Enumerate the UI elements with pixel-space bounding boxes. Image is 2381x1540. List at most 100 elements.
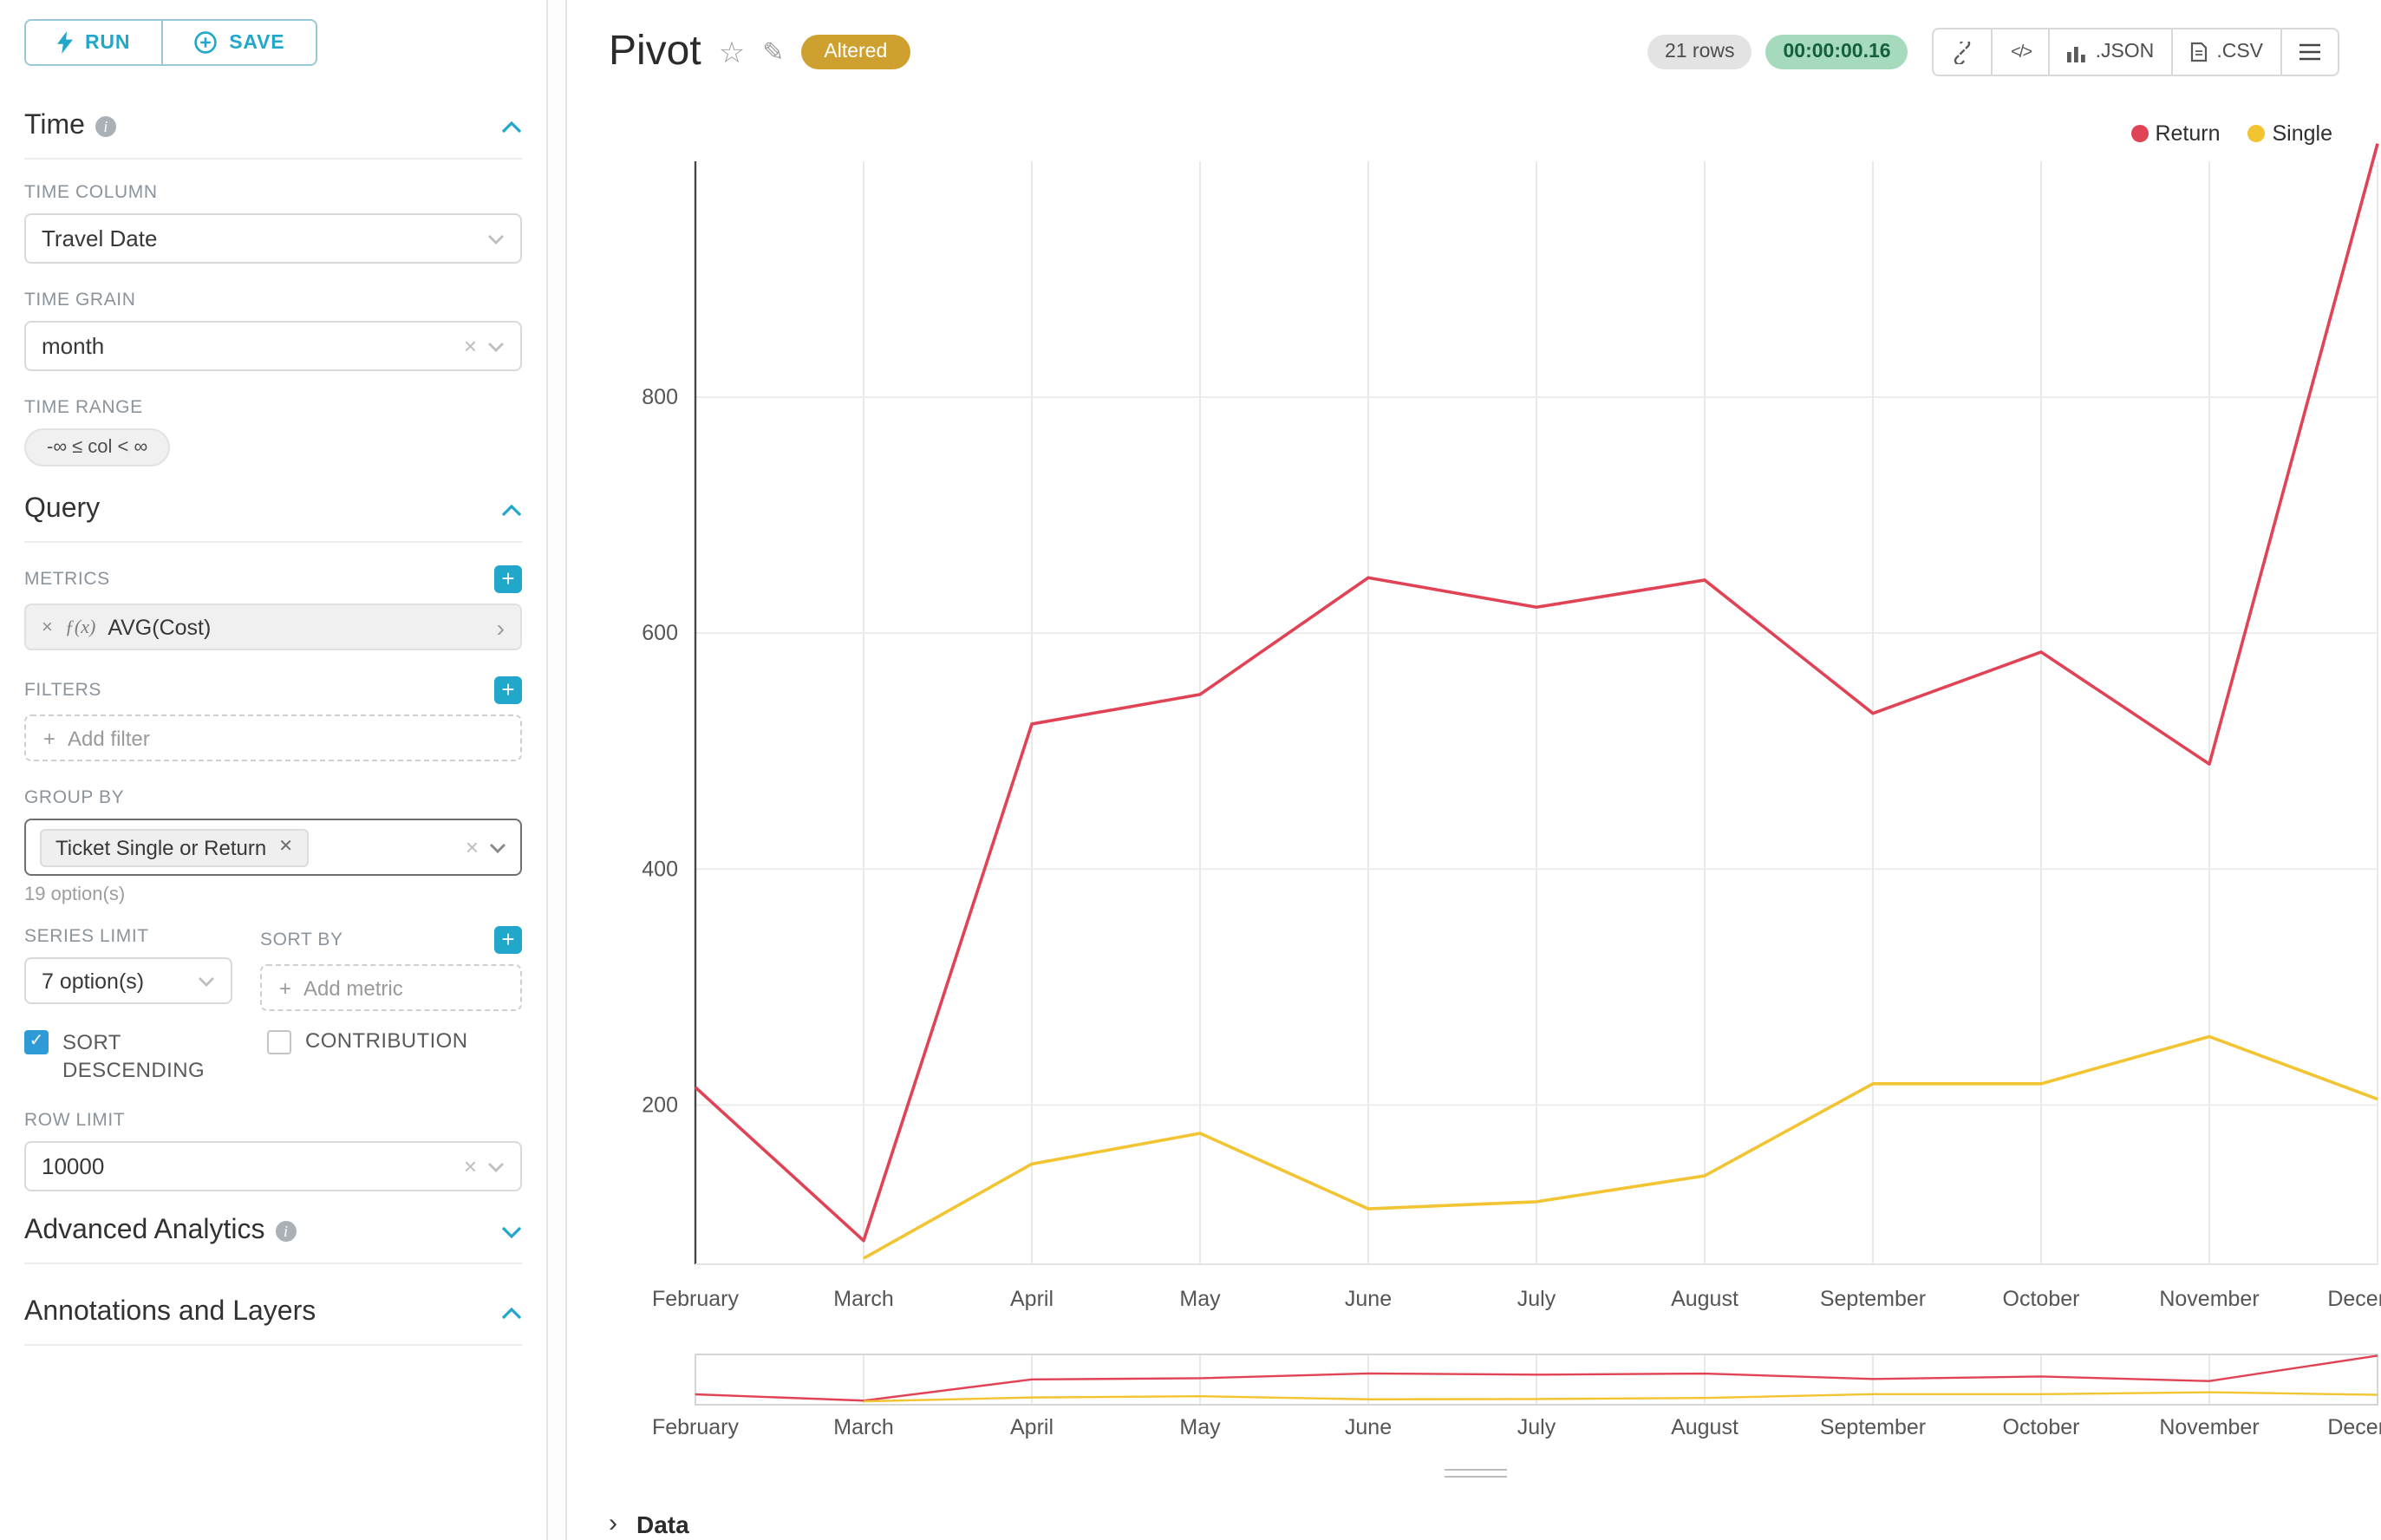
remove-icon[interactable]: × [42, 617, 53, 637]
chevron-up-icon[interactable] [501, 1307, 522, 1320]
section-query-title: Query [24, 494, 101, 524]
add-filter-dropzone[interactable]: + Add filter [24, 715, 522, 761]
add-sort-metric-button[interactable]: + [494, 926, 522, 954]
filters-label: FILTERS [24, 680, 101, 701]
row-limit-select[interactable]: 10000 × [24, 1141, 522, 1192]
resize-handle-icon[interactable] [1445, 1469, 1507, 1483]
row-limit-label: ROW LIMIT [24, 1110, 126, 1132]
menu-icon [2299, 43, 2320, 61]
panel-splitter[interactable] [548, 0, 567, 1540]
fx-icon: ƒ(x) [64, 617, 96, 637]
info-icon: i [275, 1221, 297, 1243]
save-button[interactable]: SAVE [161, 19, 318, 66]
time-column-value: Travel Date [42, 225, 158, 251]
legend-dot-icon [2247, 125, 2266, 142]
chevron-down-icon [488, 234, 504, 244]
copy-link-button[interactable] [1932, 28, 1993, 76]
sort-by-label: SORT BY [260, 930, 343, 950]
run-button-label: RUN [85, 32, 131, 53]
edit-icon[interactable]: ✎ [762, 37, 785, 67]
svg-text:June: June [1345, 1415, 1392, 1439]
control-panel: RUN SAVE Time i TIME COLUMN Travel Date … [0, 0, 548, 1540]
export-csv-label: .CSV [2216, 42, 2263, 62]
time-column-select[interactable]: Travel Date [24, 213, 522, 264]
svg-text:July: July [1517, 1287, 1556, 1311]
section-query-header[interactable]: Query [24, 484, 522, 543]
series-limit-label: SERIES LIMIT [24, 926, 149, 947]
export-json-label: .JSON [2095, 42, 2155, 62]
chevron-up-icon[interactable] [501, 504, 522, 516]
section-time-title: Time [24, 111, 85, 140]
svg-text:August: August [1671, 1287, 1738, 1311]
metric-item[interactable]: × ƒ(x) AVG(Cost) › [24, 604, 522, 650]
export-json-button[interactable]: .JSON [2048, 28, 2174, 76]
embed-code-button[interactable]: </> [1991, 28, 2051, 76]
query-timer-badge: 00:00:00.16 [1765, 35, 1908, 69]
section-annotations-header[interactable]: Annotations and Layers [24, 1288, 522, 1347]
time-range-pill[interactable]: -∞ ≤ col < ∞ [24, 428, 171, 467]
star-icon[interactable]: ☆ [718, 36, 746, 69]
group-by-select[interactable]: Ticket Single or Return ✕ × [24, 819, 522, 876]
time-range-label: TIME RANGE [24, 397, 143, 418]
svg-text:September: September [1820, 1415, 1926, 1439]
svg-text:November: November [2159, 1287, 2259, 1311]
section-advanced-analytics-header[interactable]: Advanced Analytics i [24, 1206, 522, 1265]
chevron-down-icon[interactable] [501, 1226, 522, 1238]
run-button[interactable]: RUN [24, 19, 162, 66]
remove-icon[interactable]: ✕ [278, 838, 293, 857]
svg-text:August: August [1671, 1415, 1738, 1439]
export-csv-button[interactable]: .CSV [2171, 28, 2282, 76]
legend-dot-icon [2130, 125, 2149, 142]
chevron-down-icon[interactable] [489, 842, 506, 852]
advanced-analytics-title: Advanced Analytics [24, 1216, 265, 1246]
row-count-badge: 21 rows [1647, 35, 1752, 69]
clear-icon[interactable]: × [465, 834, 479, 860]
svg-text:October: October [2003, 1415, 2080, 1439]
sort-descending-checkbox[interactable]: ✓ [24, 1030, 49, 1054]
legend-item[interactable]: Return [2130, 121, 2221, 146]
info-icon: i [95, 116, 116, 137]
sort-by-dropzone[interactable]: + Add metric [260, 964, 522, 1011]
add-filter-button[interactable]: + [494, 676, 522, 704]
svg-text:May: May [1179, 1415, 1221, 1439]
line-chart[interactable]: 200 400 600 800 February March April May June Jul… [567, 0, 2381, 1457]
svg-text:July: July [1517, 1415, 1556, 1439]
svg-text:April: April [1010, 1287, 1054, 1311]
legend-item[interactable]: Single [2247, 121, 2332, 146]
svg-text:400: 400 [642, 857, 678, 881]
time-column-label: TIME COLUMN [24, 182, 158, 203]
link-icon [1954, 41, 1971, 63]
contribution-label: CONTRIBUTION [305, 1028, 468, 1053]
chart-legend: Return Single [2130, 121, 2332, 146]
svg-text:February: February [652, 1415, 740, 1439]
contribution-option[interactable]: ✓ CONTRIBUTION [267, 1028, 467, 1085]
svg-text:April: April [1010, 1415, 1054, 1439]
svg-text:December: December [2327, 1415, 2381, 1439]
clear-icon[interactable]: × [463, 1153, 477, 1180]
metrics-label: METRICS [24, 569, 110, 590]
group-by-token[interactable]: Ticket Single or Return ✕ [40, 828, 309, 866]
annotations-title: Annotations and Layers [24, 1297, 316, 1328]
svg-text:June: June [1345, 1287, 1392, 1311]
more-options-button[interactable] [2280, 28, 2339, 76]
svg-text:600: 600 [642, 621, 678, 645]
add-metric-button[interactable]: + [494, 565, 522, 593]
file-icon [2191, 42, 2208, 62]
svg-text:November: November [2159, 1415, 2259, 1439]
sort-descending-option[interactable]: ✓ SORT DESCENDING [24, 1028, 229, 1085]
time-grain-select[interactable]: month × [24, 321, 522, 371]
clear-icon[interactable]: × [463, 333, 477, 359]
svg-text:March: March [833, 1287, 893, 1311]
sort-by-placeholder: Add metric [303, 976, 403, 1000]
circle-plus-icon [194, 31, 217, 54]
chevron-down-icon [199, 976, 214, 986]
svg-text:September: September [1820, 1287, 1926, 1311]
data-panel-toggle[interactable]: › Data [609, 1509, 689, 1538]
contribution-checkbox[interactable]: ✓ [267, 1030, 291, 1054]
series-limit-select[interactable]: 7 option(s) [24, 957, 232, 1004]
save-button-label: SAVE [229, 32, 285, 53]
chevron-right-icon[interactable]: › [496, 613, 505, 641]
row-limit-value: 10000 [42, 1153, 105, 1180]
section-time-header[interactable]: Time i [24, 101, 522, 160]
chevron-up-icon[interactable] [501, 121, 522, 133]
